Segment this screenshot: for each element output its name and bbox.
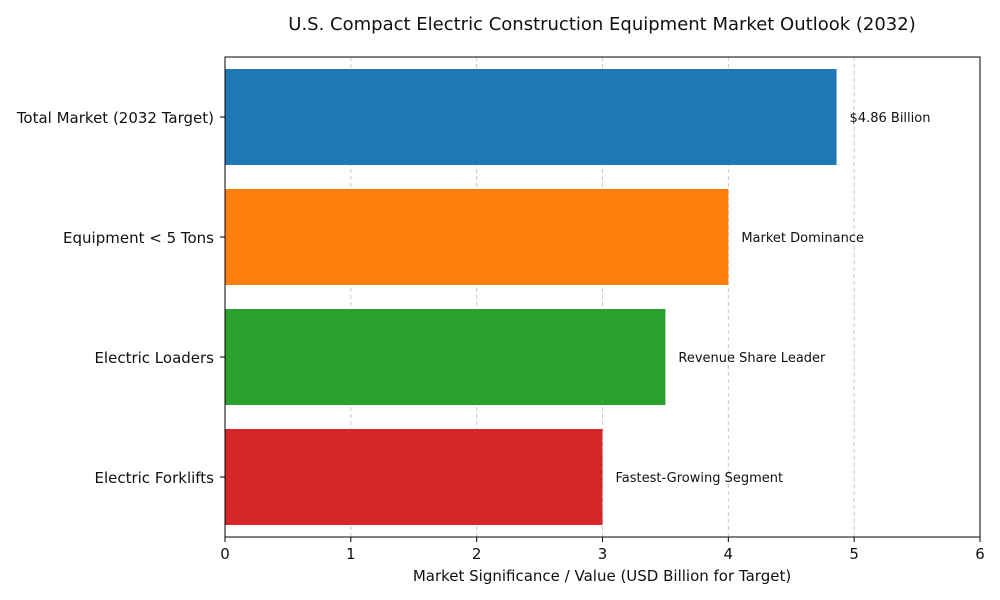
category-labels: Total Market (2032 Target) Equipment < 5 … [16, 109, 225, 487]
bar [225, 189, 729, 285]
bar-label: $4.86 Billion [850, 111, 931, 126]
bars [225, 69, 837, 525]
x-tick-label: 2 [472, 545, 482, 563]
bar-labels: $4.86 Billion Market Dominance Revenue Sha… [616, 111, 931, 486]
x-tick-label: 5 [849, 545, 859, 563]
x-tick-label: 1 [346, 545, 356, 563]
chart-title: U.S. Compact Electric Construction Equip… [288, 14, 915, 35]
x-tick-label: 0 [220, 545, 230, 563]
x-tick-label: 4 [724, 545, 734, 563]
category-label: Electric Forklifts [94, 469, 214, 487]
x-ticks: 0 1 2 3 4 5 6 [220, 537, 985, 563]
bar [225, 309, 666, 405]
category-label: Electric Loaders [94, 349, 214, 367]
bar-label: Fastest-Growing Segment [616, 471, 784, 486]
bar [225, 429, 603, 525]
category-label: Equipment < 5 Tons [63, 229, 214, 247]
bar-label: Revenue Share Leader [678, 351, 826, 366]
x-axis-label: Market Significance / Value (USD Billion… [413, 567, 791, 585]
category-label: Total Market (2032 Target) [16, 109, 214, 127]
plot-frame [224, 56, 981, 538]
x-tick-label: 6 [975, 545, 985, 563]
bar-label: Market Dominance [741, 231, 864, 246]
x-tick-label: 3 [598, 545, 608, 563]
bar [225, 69, 837, 165]
